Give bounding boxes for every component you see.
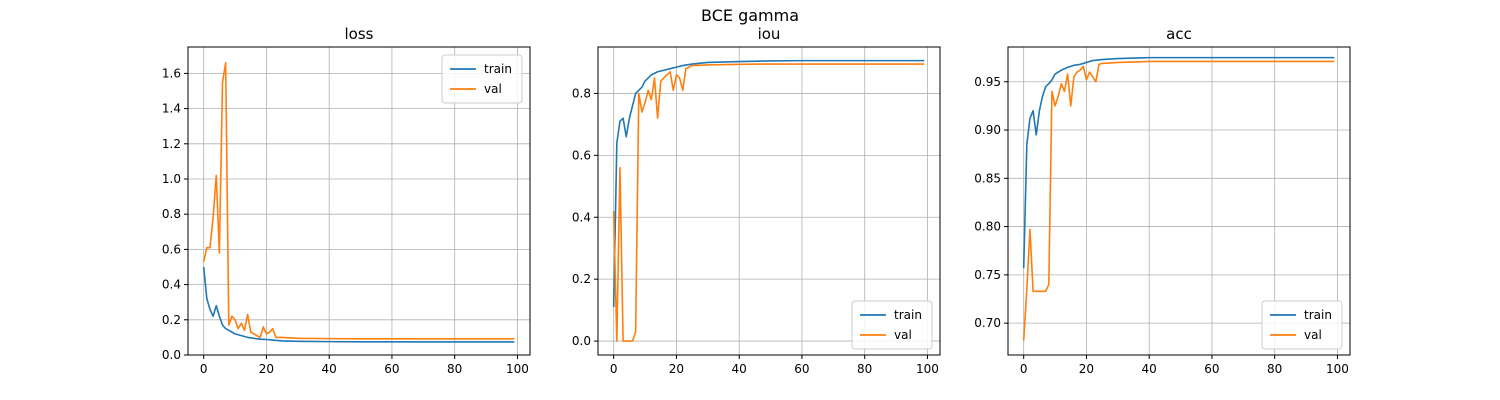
x-tick-label: 80 [447,362,462,376]
y-tick-label: 0.8 [572,86,591,100]
legend-label-train: train [894,308,922,322]
chart-acc: 0 20 40 60 80 100 0.70 0.75 0.80 0.85 0.90 0.95 acc t… [974,25,1351,376]
x-tick-label: 80 [857,362,872,376]
figure-suptitle: BCE gamma [701,6,799,25]
y-tick-label: 0.4 [162,278,181,292]
series-line-val [612,63,925,342]
x-tick-label: 0 [200,362,208,376]
y-tick-label: 0.4 [572,210,591,224]
x-tick-label: 20 [669,362,684,376]
legend: train val [441,54,523,104]
legend-label-train: train [484,62,512,76]
y-tick-label: 0.2 [572,272,591,286]
x-tick-label: 40 [322,362,337,376]
x-tick-label: 60 [384,362,399,376]
y-tick-label: 1.0 [162,172,181,186]
axes-frame [1007,46,1351,356]
y-tick-label: 1.6 [162,66,181,80]
legend-label-val: val [1304,328,1322,342]
x-tick-label: 20 [1079,362,1094,376]
x-tick-label: 40 [732,362,747,376]
x-tick-label: 40 [1142,362,1157,376]
y-tick-label: 0.6 [572,148,591,162]
x-tick-label: 20 [259,362,274,376]
series-line-train [202,266,515,343]
legend: train val [851,300,933,350]
y-tick-label: 0.80 [974,220,1001,234]
x-tick-label: 0 [1020,362,1028,376]
legend-box [1261,300,1343,350]
chart-title: acc [1166,25,1192,43]
x-tick-label: 60 [794,362,809,376]
legend-box [441,54,523,104]
series-line-train [1022,56,1335,269]
x-tick-label: 0 [610,362,618,376]
y-tick-label: 1.2 [162,137,181,151]
legend-box [851,300,933,350]
y-tick-label: 0.90 [974,123,1001,137]
chart-title: loss [345,25,374,43]
x-tick-label: 100 [916,362,939,376]
axes-frame [187,46,531,356]
y-tick-label: 0.85 [974,171,1001,185]
x-tick-label: 100 [506,362,529,376]
chart-title: iou [758,25,781,43]
y-tick-label: 0.0 [162,348,181,362]
x-tick-label: 80 [1267,362,1282,376]
y-tick-label: 0.8 [162,207,181,221]
y-tick-label: 0.6 [162,242,181,256]
series-line-train [612,59,925,308]
y-tick-label: 0.2 [162,313,181,327]
series-line-val [1022,60,1335,341]
y-tick-label: 1.4 [162,102,181,116]
legend-label-val: val [484,82,502,96]
legend-label-train: train [1304,308,1332,322]
y-tick-label: 0.0 [572,334,591,348]
y-tick-label: 0.75 [974,268,1001,282]
x-tick-label: 100 [1326,362,1349,376]
legend: train val [1261,300,1343,350]
y-tick-label: 0.70 [974,316,1001,330]
axes-frame [597,46,941,356]
x-tick-label: 60 [1204,362,1219,376]
chart-iou: 0 20 40 60 80 100 0.0 0.2 0.4 0.6 0.8 iou train val [572,25,941,376]
chart-loss: 0 20 40 60 80 100 0.0 0.2 0.4 0.6 0.8 1.0 1.2 1.4 1.6 l… [162,25,531,376]
series-line-val [202,62,515,340]
y-tick-label: 0.95 [974,75,1001,89]
legend-label-val: val [894,328,912,342]
